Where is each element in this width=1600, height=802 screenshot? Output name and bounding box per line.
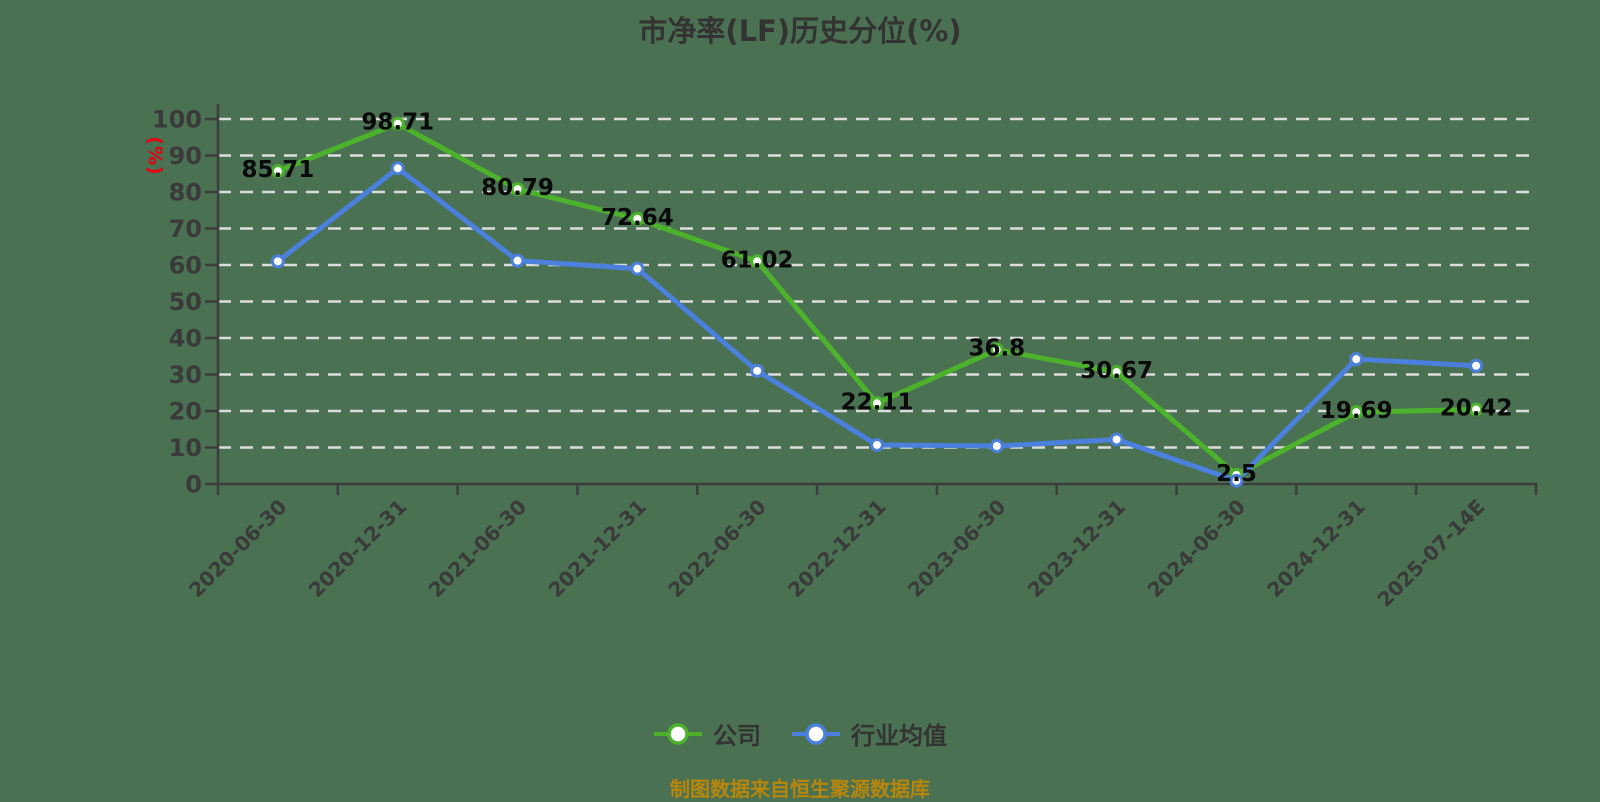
y-tick-label-100: 100 [152,106,202,134]
data-label-2023-06-30: 36.8 [968,336,1025,362]
x-tick-label-2023-06-30: 2023-06-30 [903,495,1010,602]
y-tick-label-70: 70 [169,215,202,243]
data-point-公司-2022-06-30[interactable] [750,254,765,269]
data-point-公司-2023-12-31[interactable] [1109,365,1124,380]
x-tick-label-2020-06-30: 2020-06-30 [184,495,291,602]
data-point-公司-2020-06-30[interactable] [270,164,285,179]
data-point-公司-2024-12-31[interactable] [1349,405,1364,420]
data-point-行业均值-2024-06-30[interactable] [1229,473,1244,488]
legend-item-industry-average[interactable]: 行业均值 [791,716,947,751]
data-label-2022-06-30: 61.02 [721,247,794,273]
y-tick-label-20: 20 [169,398,202,426]
y-tick-label-90: 90 [169,142,202,170]
y-tick-label-60: 60 [169,252,202,280]
series-line-行业均值 [275,165,1479,484]
data-label-2021-06-30: 80.79 [481,175,554,201]
data-point-行业均值-2023-06-30[interactable] [989,439,1004,454]
data-label-2024-12-31: 19.69 [1320,398,1393,424]
y-tick-label-10: 10 [169,434,202,462]
data-point-公司-2022-12-31[interactable] [870,396,884,411]
data-label-2020-12-31: 98.71 [361,110,434,136]
y-tick-label-80: 80 [169,179,202,207]
data-point-行业均值-2023-12-31[interactable] [1109,432,1124,447]
legend-item-company[interactable]: 公司 [653,716,761,751]
data-point-行业均值-2020-06-30[interactable] [270,254,285,269]
legend-label-company: 公司 [713,722,761,750]
y-tick-label-30: 30 [169,361,202,389]
data-label-2022-12-31: 22.11 [841,389,914,415]
x-tick-label-2021-12-31: 2021-12-31 [543,495,650,602]
y-tick-label-50: 50 [169,288,202,316]
data-source-note: 制图数据来自恒生聚源数据库 [670,777,930,801]
data-point-行业均值-2021-06-30[interactable] [510,253,525,268]
x-tick-label-2025-07-14E: 2025-07-14E [1373,495,1490,612]
data-label-2023-12-31: 30.67 [1080,358,1153,384]
industry-series-icon [792,722,840,745]
data-point-行业均值-2021-12-31[interactable] [630,261,645,276]
x-tick-label-2020-12-31: 2020-12-31 [304,495,411,602]
legend-label-industry-average: 行业均值 [851,722,947,750]
data-point-行业均值-2025-07-14E[interactable] [1469,358,1484,373]
data-point-公司-2021-12-31[interactable] [630,211,645,226]
chart-legend: 公司 行业均值 [0,716,1600,751]
data-point-行业均值-2024-12-31[interactable] [1349,352,1364,367]
data-point-行业均值-2022-06-30[interactable] [750,363,765,378]
x-tick-label-2024-12-31: 2024-12-31 [1262,495,1369,602]
data-point-行业均值-2022-12-31[interactable] [870,437,884,452]
data-point-公司-2020-12-31[interactable] [390,116,405,131]
data-point-公司-2023-06-30[interactable] [989,342,1004,357]
y-tick-label-0: 0 [185,471,202,499]
data-point-行业均值-2020-12-31[interactable] [390,161,405,176]
y-tick-label-40: 40 [169,325,202,353]
data-label-2025-07-14E: 20.42 [1440,395,1513,421]
data-label-2020-06-30: 85.71 [242,157,315,183]
x-tick-label-2021-06-30: 2021-06-30 [424,495,531,602]
data-point-公司-2025-07-14E[interactable] [1469,402,1484,417]
data-label-2021-12-31: 72.64 [601,205,674,231]
data-point-公司-2021-06-30[interactable] [510,182,525,197]
x-tick-label-2022-06-30: 2022-06-30 [663,495,770,602]
chart-title: 市净率(LF)历史分位(%) [638,14,962,48]
x-tick-label-2022-12-31: 2022-12-31 [783,495,890,602]
data-label-2024-06-30: 2.5 [1216,461,1257,487]
x-tick-label-2023-12-31: 2023-12-31 [1023,495,1130,602]
x-tick-label-2024-06-30: 2024-06-30 [1143,495,1250,602]
company-series-icon [654,722,702,745]
